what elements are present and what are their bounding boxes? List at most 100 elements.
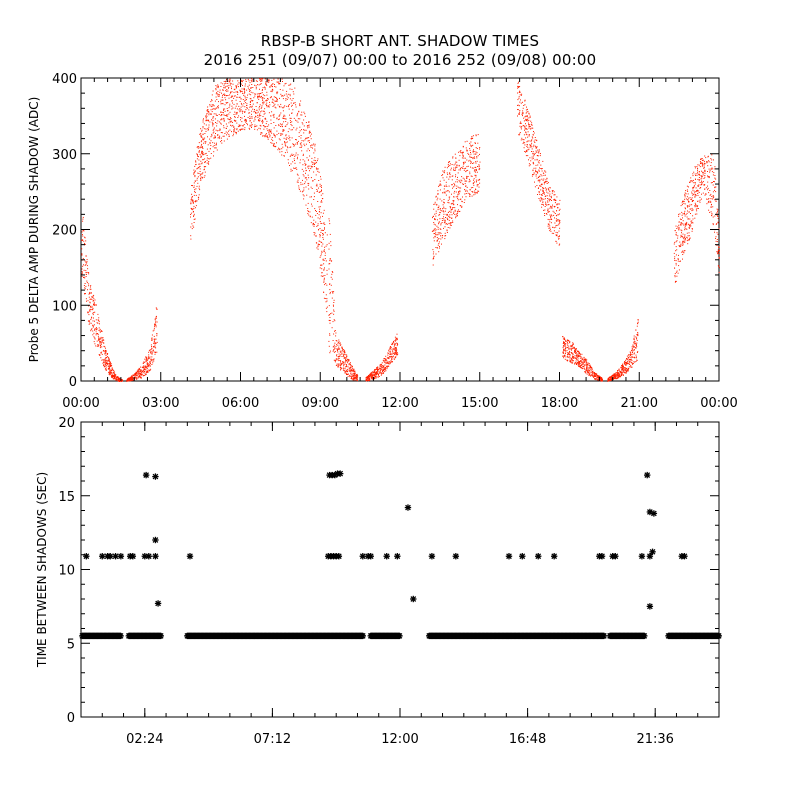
amp-point [396, 338, 398, 340]
amp-point [627, 358, 628, 360]
amp-point [455, 166, 457, 168]
amp-point [85, 274, 87, 275]
amp-point [390, 348, 392, 350]
amp-point [380, 368, 382, 370]
amp-point [708, 192, 710, 194]
amp-point [339, 344, 341, 346]
amp-point [223, 135, 225, 137]
amp-point [703, 165, 705, 167]
amp-point [198, 159, 200, 161]
amp-point [210, 136, 212, 138]
amp-point [234, 95, 236, 97]
amp-point [541, 168, 543, 170]
amp-point [575, 360, 577, 362]
amp-point [584, 358, 586, 360]
amp-point [558, 236, 560, 237]
amp-point [300, 146, 302, 148]
amp-point [117, 378, 119, 380]
amp-point [434, 224, 436, 226]
amp-point [453, 200, 455, 202]
amp-point [591, 374, 593, 376]
amp-point [441, 243, 442, 245]
amp-point [391, 353, 393, 355]
amp-point [628, 366, 630, 368]
amp-point [367, 379, 369, 381]
amp-point [223, 108, 224, 110]
amp-point [207, 129, 209, 131]
amp-point [335, 335, 337, 337]
amp-point [541, 198, 543, 200]
amp-point [133, 375, 135, 377]
amp-point [541, 178, 543, 180]
amp-point [224, 115, 226, 116]
amp-point [199, 189, 201, 191]
amp-point [632, 356, 634, 358]
amp-point [570, 358, 572, 360]
amp-point [461, 176, 463, 178]
amp-point [433, 223, 435, 225]
amp-point [262, 135, 264, 137]
amp-point [538, 176, 540, 178]
amp-point [372, 371, 374, 373]
amp-point [558, 219, 560, 221]
amp-point [438, 251, 440, 253]
amp-point [338, 355, 340, 357]
amp-point [341, 356, 343, 357]
amp-point [217, 85, 219, 87]
amp-point [350, 372, 352, 374]
amp-point [137, 377, 139, 379]
amp-point [342, 349, 344, 351]
amp-point [382, 365, 384, 367]
amp-point [273, 144, 275, 146]
amp-point [379, 370, 381, 372]
amp-point [375, 375, 377, 377]
amp-point [282, 81, 283, 82]
amp-point [300, 184, 302, 186]
amp-point [151, 337, 153, 339]
amp-point [214, 108, 216, 110]
amp-point [229, 84, 231, 86]
amp-point [313, 162, 315, 164]
amp-point [205, 119, 207, 121]
amp-point [101, 346, 103, 348]
amp-point [244, 111, 246, 113]
amp-point [259, 88, 260, 90]
amp-point [345, 354, 347, 356]
amp-point [622, 365, 624, 367]
amp-point [349, 374, 351, 376]
amp-point [444, 232, 446, 234]
amp-point [314, 145, 316, 147]
amp-point [455, 215, 457, 217]
amp-point [452, 201, 454, 203]
amp-point [296, 158, 298, 160]
amp-point [526, 145, 528, 147]
amp-point [397, 353, 398, 355]
amp-point [219, 94, 220, 96]
amp-point [293, 145, 295, 147]
amp-point [312, 224, 314, 226]
amp-point [453, 167, 455, 169]
amp-point [228, 87, 229, 89]
amp-point [637, 334, 639, 336]
amp-point [601, 378, 603, 380]
amp-point [441, 210, 443, 212]
amp-point [531, 158, 533, 160]
amp-point [610, 376, 612, 378]
amp-point [521, 93, 523, 95]
amp-point [522, 115, 523, 117]
amp-point [244, 119, 246, 121]
amp-point [585, 363, 587, 365]
amp-point [90, 322, 92, 324]
amp-point [135, 372, 137, 374]
amp-point [259, 128, 261, 130]
amp-point [291, 121, 293, 123]
amp-point [395, 353, 397, 355]
amp-point [293, 117, 295, 119]
amp-point [115, 377, 117, 379]
amp-point [214, 118, 216, 120]
amp-point [199, 165, 201, 167]
amp-point [145, 359, 147, 361]
amp-point [150, 344, 152, 346]
amp-point [353, 376, 355, 378]
amp-point [205, 166, 207, 168]
